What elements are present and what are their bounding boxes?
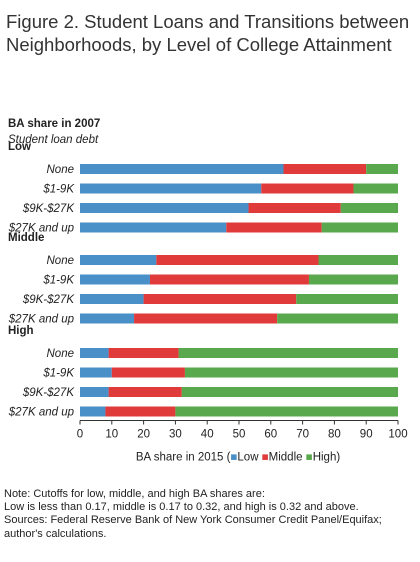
category-label: $1-9K bbox=[42, 275, 75, 287]
footnotes: Note: Cutoffs for low, middle, and high … bbox=[4, 488, 418, 541]
bar-segment-high bbox=[178, 348, 398, 358]
bar-segment-low bbox=[80, 255, 157, 265]
category-label: $9K-$27K bbox=[22, 203, 75, 215]
group-label: Low bbox=[8, 141, 31, 153]
x-tick-label: 10 bbox=[105, 429, 118, 441]
bar-segment-low bbox=[80, 367, 112, 378]
bar-segment-middle bbox=[149, 274, 309, 285]
bar-segment-middle bbox=[143, 294, 297, 304]
bar-segment-middle bbox=[105, 406, 176, 417]
bar-segment-middle bbox=[108, 348, 179, 358]
panel-subheader: Student loan debt bbox=[8, 134, 99, 146]
bar-segment-low bbox=[80, 164, 284, 174]
legend-swatch: ■ bbox=[306, 452, 313, 464]
x-tick-label: 90 bbox=[360, 429, 373, 441]
bar-segment-high bbox=[321, 222, 398, 233]
bar-segment-high bbox=[366, 164, 398, 174]
bar-segment-middle bbox=[134, 313, 278, 324]
bar-segment-high bbox=[340, 203, 398, 213]
category-label: $27K and up bbox=[8, 223, 75, 235]
category-label: $27K and up bbox=[8, 407, 75, 419]
footnote-line: Note: Cutoffs for low, middle, and high … bbox=[4, 488, 265, 500]
legend-text: BA share in 2015 ( bbox=[136, 452, 231, 464]
chart-title-line-2: Neighborhoods, by Level of College Attai… bbox=[6, 34, 392, 55]
bar-segment-high bbox=[184, 367, 398, 378]
category-label: None bbox=[47, 348, 75, 360]
legend-text: High) bbox=[313, 452, 341, 464]
bar-segment-high bbox=[175, 406, 398, 417]
bar-segment-low bbox=[80, 222, 227, 233]
x-tick-label: 60 bbox=[264, 429, 277, 441]
category-label: $9K-$27K bbox=[22, 387, 75, 399]
bar-segment-middle bbox=[156, 255, 319, 265]
legend-swatch: ■ bbox=[262, 452, 269, 464]
category-label: $1-9K bbox=[42, 184, 75, 196]
footnote-line: Low is less than 0.17, middle is 0.17 to… bbox=[4, 501, 359, 514]
bar-segment-high bbox=[318, 255, 398, 265]
x-tick-label: 30 bbox=[169, 429, 182, 441]
bar-segment-high bbox=[296, 294, 398, 304]
bar-segment-low bbox=[80, 406, 106, 417]
bar-segment-high bbox=[277, 313, 398, 324]
bar-segment-middle bbox=[261, 183, 354, 194]
category-label: None bbox=[47, 164, 75, 176]
panel-header: BA share in 2007 bbox=[8, 118, 101, 130]
x-tick-label: 20 bbox=[137, 429, 150, 441]
category-label: $1-9K bbox=[42, 368, 75, 380]
footnote-line: author's calculations. bbox=[4, 527, 107, 540]
bar-segment-middle bbox=[248, 203, 341, 213]
group-label: High bbox=[8, 325, 34, 337]
legend-text: Low bbox=[237, 452, 261, 464]
x-tick-label: 70 bbox=[296, 429, 309, 441]
footnote-line: Sources: Federal Reserve Bank of New Yor… bbox=[4, 514, 382, 527]
bar-segment-high bbox=[308, 274, 398, 285]
bar-segment-middle bbox=[108, 387, 182, 397]
bar-segment-low bbox=[80, 387, 109, 397]
bar-segment-high bbox=[181, 387, 398, 397]
bar-segment-middle bbox=[226, 222, 322, 233]
bar-segment-low bbox=[80, 313, 135, 324]
x-axis-legend-label: BA share in 2015 (■Low ■Middle ■High) bbox=[136, 452, 341, 464]
bar-segment-low bbox=[80, 294, 144, 304]
group-label: Middle bbox=[8, 232, 44, 244]
bar-segment-middle bbox=[111, 367, 185, 378]
bar-segment-low bbox=[80, 183, 262, 194]
x-tick-label: 50 bbox=[233, 429, 246, 441]
x-tick-label: 0 bbox=[77, 429, 83, 441]
legend-swatch: ■ bbox=[230, 452, 237, 464]
bar-segment-low bbox=[80, 348, 109, 358]
x-tick-label: 80 bbox=[328, 429, 341, 441]
x-tick-label: 40 bbox=[201, 429, 214, 441]
category-label: $27K and up bbox=[8, 314, 75, 326]
bar-segment-low bbox=[80, 203, 249, 213]
bar-segment-low bbox=[80, 274, 150, 285]
category-label: $9K-$27K bbox=[22, 294, 75, 306]
x-tick-label: 100 bbox=[388, 429, 407, 441]
chart-title: Figure 2. Student Loans and Transitions … bbox=[6, 10, 416, 56]
chart-title-line-1: Figure 2. Student Loans and Transitions … bbox=[6, 11, 410, 32]
bar-segment-middle bbox=[283, 164, 367, 174]
bar-segment-high bbox=[353, 183, 398, 194]
category-label: None bbox=[47, 255, 75, 267]
legend-text: Middle bbox=[269, 452, 306, 464]
